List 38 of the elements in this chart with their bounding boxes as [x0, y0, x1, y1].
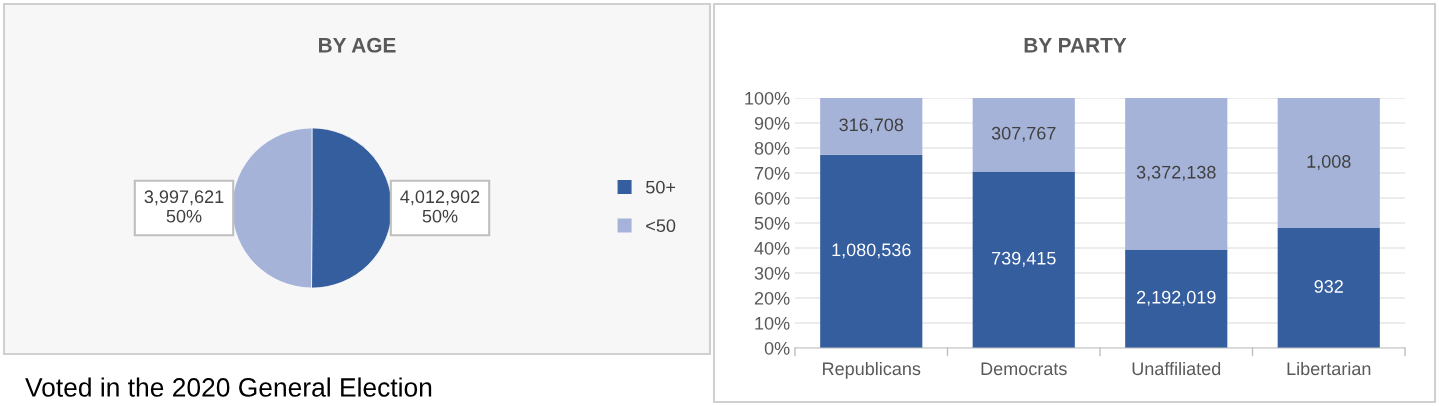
bar [1125, 98, 1228, 250]
annotation: 316,708 [839, 118, 904, 134]
x-tick-label: Republicans [823, 361, 921, 379]
annotation: 1,008 [1307, 155, 1351, 170]
text: Voted in the 2020 General Election [25, 377, 432, 397]
chart-title: BY PARTY [1024, 38, 1127, 53]
y-tick-label: 80% [754, 141, 790, 155]
bar [1125, 249, 1228, 348]
bar [1277, 228, 1380, 348]
annotation: 2,192,019 [1137, 290, 1216, 306]
x-tick-label: Libertarian [1287, 361, 1371, 376]
annotation: 3,372,138 [1136, 165, 1216, 181]
data-label: 4,012,902 50% [400, 190, 480, 223]
annotation: 1,080,536 [832, 243, 911, 259]
y-tick-label: 10% [755, 316, 790, 330]
x-tick-label: Unaffiliated [1132, 361, 1221, 376]
y-tick-label: 100% [745, 91, 790, 105]
chart-title: BY AGE [319, 37, 396, 53]
y-tick-label: 50% [754, 216, 790, 230]
y-tick-label: 30% [754, 266, 790, 280]
bar [1277, 98, 1380, 228]
y-tick-label: 40% [754, 241, 790, 255]
annotation: 739,415 [992, 251, 1056, 267]
bar [972, 98, 1075, 172]
legend-label: 50+ [646, 180, 676, 194]
y-tick-label: 60% [754, 191, 790, 205]
y-tick-label: 90% [754, 116, 790, 130]
y-tick-label: 0% [764, 341, 790, 355]
x-tick-label: Democrats [981, 362, 1067, 376]
bar [972, 171, 1075, 348]
y-tick-label: 20% [754, 291, 790, 305]
annotation: 932 [1314, 280, 1343, 293]
annotation: 307,767 [991, 126, 1056, 142]
bar [820, 98, 923, 155]
legend-label: <50 [646, 219, 676, 233]
bar [820, 154, 923, 348]
data-label: 3,997,621 50% [144, 190, 224, 223]
y-tick-label: 70% [754, 166, 790, 180]
